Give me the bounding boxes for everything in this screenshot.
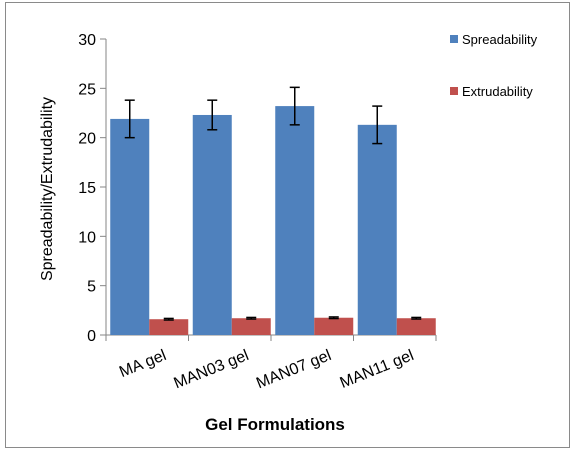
x-axis-title: Gel Formulations xyxy=(205,415,345,434)
legend-swatch xyxy=(450,35,458,43)
y-axis-title: Spreadability/Extrudability xyxy=(39,97,56,281)
y-tick-label: 20 xyxy=(78,131,96,148)
bar-extrudability xyxy=(314,317,354,335)
y-tick-label: 10 xyxy=(78,229,96,246)
bar-spreadability xyxy=(110,118,150,335)
bar-spreadability xyxy=(357,124,397,335)
y-tick-label: 15 xyxy=(78,180,96,197)
bar-extrudability xyxy=(396,318,436,335)
y-tick-label: 0 xyxy=(87,328,96,345)
legend-label: Extrudability xyxy=(462,84,533,99)
bar-spreadability xyxy=(192,114,232,336)
y-tick-label: 25 xyxy=(78,81,96,98)
bar-spreadability xyxy=(275,106,315,336)
x-tick-label: MA gel xyxy=(117,347,169,381)
x-tick-label: MAN03 gel xyxy=(171,347,251,392)
x-tick-label: MAN11 gel xyxy=(338,347,417,392)
chart-area: 0 5 10 15 20 25 30 MA gel MAN03 gel MAN07 gel MAN1… xyxy=(5,2,570,448)
bar-extrudability xyxy=(231,318,271,335)
x-tick-label: MAN07 gel xyxy=(254,347,334,392)
legend-swatch xyxy=(450,87,458,95)
legend-label: Spreadability xyxy=(462,32,538,47)
bar-chart: 0 5 10 15 20 25 30 MA gel MAN03 gel MAN07 gel MAN1… xyxy=(39,32,538,434)
y-tick-label: 30 xyxy=(78,32,96,49)
y-tick-label: 5 xyxy=(87,279,96,296)
bar-extrudability xyxy=(149,319,189,335)
